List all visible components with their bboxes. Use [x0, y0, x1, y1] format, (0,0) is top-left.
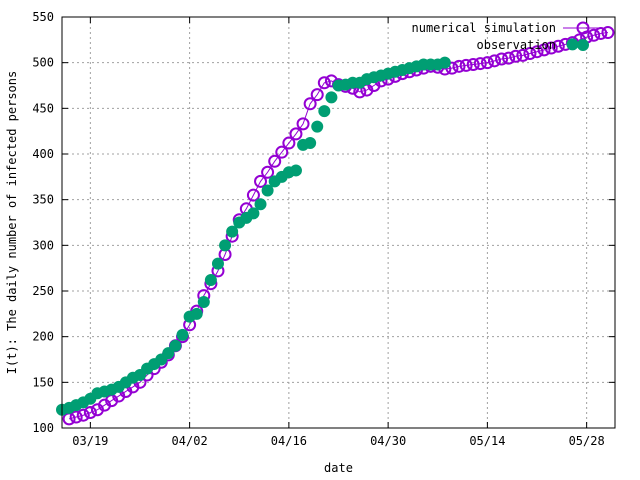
- sim-point: [537, 43, 551, 57]
- x-axis-label: date: [324, 461, 353, 475]
- sim-point: [246, 188, 260, 202]
- sim-point: [282, 136, 296, 150]
- series-observation: [56, 38, 579, 416]
- x-tick-label: 05/14: [469, 434, 505, 448]
- legend-label-observation: observation: [477, 38, 556, 52]
- x-tick-label: 05/28: [569, 434, 605, 448]
- y-tick-label: 100: [32, 421, 54, 435]
- plot-frame: [61, 16, 616, 429]
- y-tick-label: 550: [32, 10, 54, 24]
- obs-point: [566, 38, 579, 51]
- y-tick-label: 300: [32, 238, 54, 252]
- sim-point: [310, 88, 324, 102]
- y-tick-label: 200: [32, 330, 54, 344]
- sim-point: [69, 410, 83, 424]
- y-tick-label: 350: [32, 193, 54, 207]
- sim-point: [551, 39, 565, 53]
- sim-point: [487, 54, 501, 68]
- sim-point: [480, 56, 494, 70]
- sim-point: [303, 97, 317, 111]
- sim-point: [254, 174, 268, 188]
- obs-point: [325, 91, 338, 104]
- sim-point: [495, 52, 509, 66]
- legend: numerical simulation observation: [412, 21, 603, 52]
- sim-point: [317, 76, 331, 90]
- x-tick-label: 04/16: [271, 434, 307, 448]
- obs-point: [226, 225, 239, 238]
- sim-point: [76, 408, 90, 422]
- legend-marker-numerical-simulation: [576, 21, 590, 35]
- y-tick-label: 500: [32, 56, 54, 70]
- sim-point: [275, 145, 289, 159]
- obs-point: [247, 207, 260, 220]
- sim-point: [516, 48, 530, 62]
- sim-point: [523, 47, 537, 61]
- sim-point: [509, 49, 523, 63]
- grid-lines: [62, 17, 615, 428]
- obs-point: [162, 347, 175, 360]
- obs-point: [254, 198, 267, 211]
- obs-point: [169, 339, 182, 352]
- obs-point: [304, 137, 317, 150]
- legend-marker-observation: [577, 39, 589, 51]
- sim-point: [473, 57, 487, 71]
- sim-point: [296, 117, 310, 131]
- obs-point: [438, 56, 451, 69]
- obs-point: [197, 295, 210, 308]
- y-axis-label: I(t): The daily number of infected perso…: [5, 71, 19, 374]
- x-tick-label: 03/19: [72, 434, 108, 448]
- sim-point: [601, 26, 615, 40]
- y-tick-label: 450: [32, 101, 54, 115]
- x-tick-label: 04/30: [370, 434, 406, 448]
- x-axis-ticks: 03/19 04/02 04/16 04/30 05/14 05/28: [72, 17, 605, 448]
- y-axis-ticks: 100 150 200 250 300 350 400 450 500 550: [32, 10, 615, 435]
- y-tick-label: 400: [32, 147, 54, 161]
- obs-point: [204, 274, 217, 287]
- obs-point: [190, 307, 203, 320]
- sim-point: [83, 405, 97, 419]
- obs-point: [318, 105, 331, 118]
- x-tick-label: 04/02: [172, 434, 208, 448]
- legend-label-numerical-simulation: numerical simulation: [412, 21, 557, 35]
- obs-point: [176, 328, 189, 341]
- sim-point: [587, 28, 601, 42]
- sim-point: [452, 59, 466, 73]
- sim-point: [289, 127, 303, 141]
- y-tick-label: 250: [32, 284, 54, 298]
- obs-point: [289, 164, 302, 177]
- obs-point: [211, 257, 224, 270]
- y-tick-label: 150: [32, 375, 54, 389]
- sim-point: [268, 154, 282, 168]
- sim-point: [502, 51, 516, 65]
- sim-point: [544, 41, 558, 55]
- obs-point: [219, 239, 232, 252]
- obs-point: [311, 120, 324, 133]
- sim-point: [530, 45, 544, 59]
- sim-point: [459, 58, 473, 72]
- sim-point: [261, 165, 275, 179]
- obs-point: [261, 184, 274, 197]
- sim-point: [466, 57, 480, 71]
